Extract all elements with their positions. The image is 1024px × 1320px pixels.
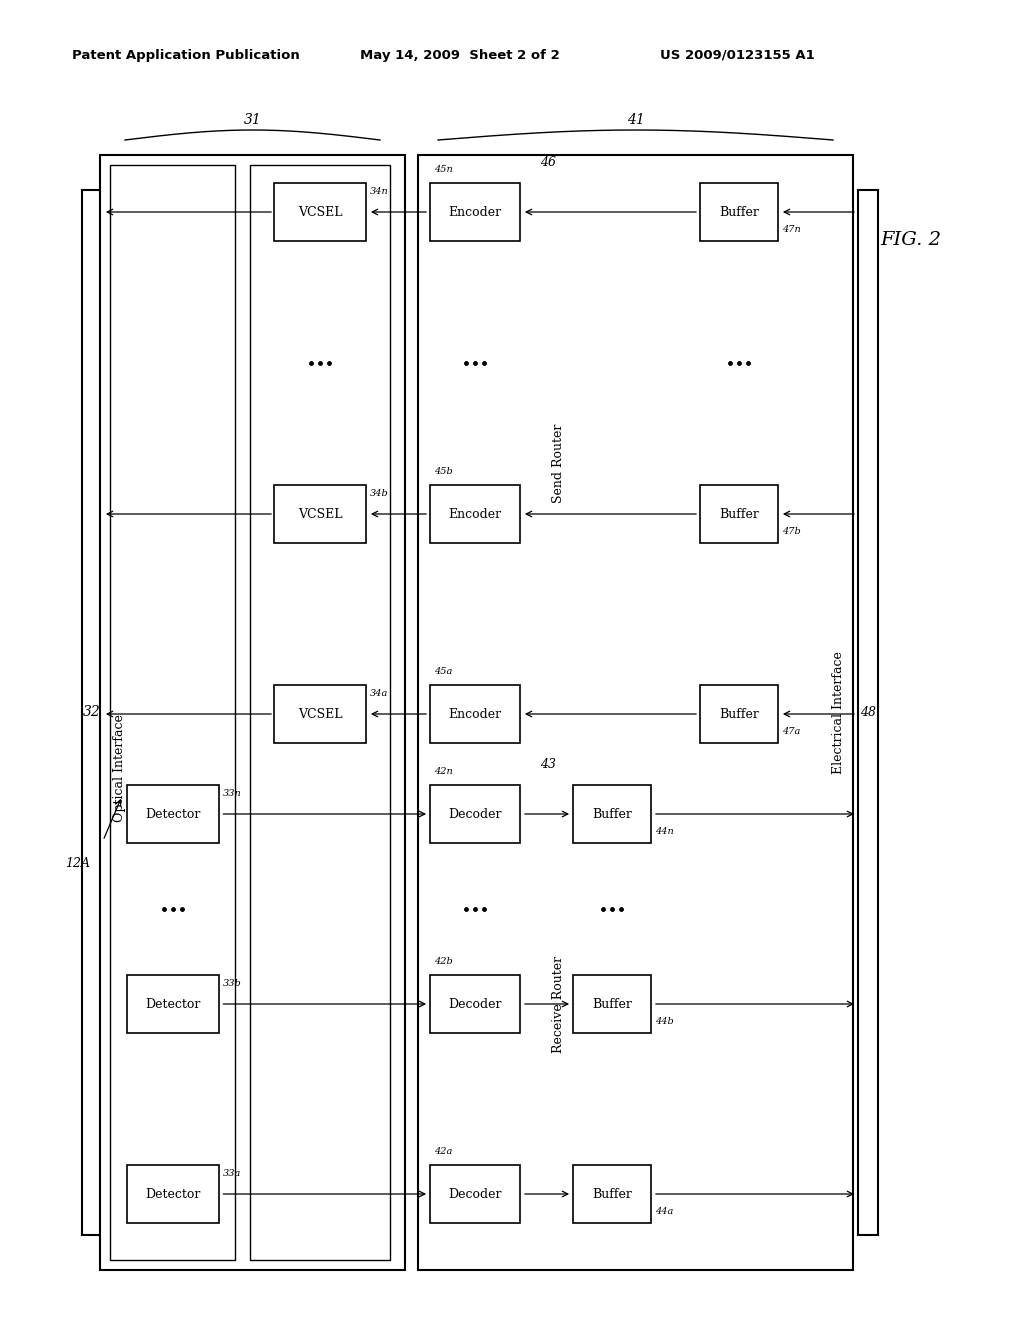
Bar — [430, 183, 520, 242]
Bar — [430, 685, 520, 743]
Bar — [700, 183, 778, 242]
Text: 34b: 34b — [370, 488, 389, 498]
Text: 34n: 34n — [370, 186, 389, 195]
Bar — [430, 975, 520, 1034]
Text: 32: 32 — [83, 705, 101, 719]
Text: Buffer: Buffer — [719, 507, 759, 520]
Text: 33n: 33n — [222, 788, 242, 797]
Text: Detector: Detector — [144, 998, 200, 1011]
Text: 44n: 44n — [655, 826, 674, 836]
Text: 31: 31 — [244, 114, 261, 127]
Bar — [430, 484, 520, 543]
Bar — [274, 183, 366, 242]
Bar — [127, 975, 218, 1034]
Text: 45n: 45n — [434, 165, 453, 173]
Text: Detector: Detector — [144, 808, 200, 821]
Text: 44b: 44b — [655, 1016, 674, 1026]
Text: 46: 46 — [540, 157, 556, 169]
Bar — [573, 785, 651, 843]
Text: Patent Application Publication: Patent Application Publication — [72, 49, 300, 62]
Bar — [573, 1166, 651, 1224]
Bar — [100, 154, 406, 1270]
Text: VCSEL: VCSEL — [298, 507, 342, 520]
Text: Electrical Interface: Electrical Interface — [831, 651, 845, 774]
Text: Receive Router: Receive Router — [552, 956, 564, 1052]
Text: 45a: 45a — [434, 667, 453, 676]
Text: 45b: 45b — [434, 466, 453, 475]
Text: Buffer: Buffer — [592, 1188, 632, 1200]
Text: 41: 41 — [627, 114, 644, 127]
Text: Detector: Detector — [144, 1188, 200, 1200]
Text: Send Router: Send Router — [552, 424, 564, 503]
Text: Decoder: Decoder — [449, 998, 502, 1011]
Text: Decoder: Decoder — [449, 1188, 502, 1200]
Text: 47a: 47a — [782, 726, 801, 735]
Bar — [110, 165, 234, 1261]
Text: 33a: 33a — [222, 1168, 241, 1177]
Text: FIG. 2: FIG. 2 — [880, 231, 941, 249]
Text: 42n: 42n — [434, 767, 453, 776]
Text: 12A: 12A — [65, 857, 90, 870]
Text: Encoder: Encoder — [449, 206, 502, 219]
Text: 43: 43 — [540, 759, 556, 771]
Text: Optical Interface: Optical Interface — [114, 714, 127, 822]
Text: Decoder: Decoder — [449, 808, 502, 821]
Text: 42b: 42b — [434, 957, 453, 965]
Text: 42a: 42a — [434, 1147, 453, 1155]
Text: Buffer: Buffer — [719, 206, 759, 219]
Bar — [430, 785, 520, 843]
Text: Buffer: Buffer — [719, 708, 759, 721]
Text: 33b: 33b — [222, 978, 242, 987]
Text: US 2009/0123155 A1: US 2009/0123155 A1 — [660, 49, 815, 62]
Bar — [700, 685, 778, 743]
Bar — [274, 685, 366, 743]
Bar — [418, 154, 853, 1270]
Bar — [573, 975, 651, 1034]
Text: 44a: 44a — [655, 1206, 674, 1216]
Bar — [127, 785, 218, 843]
Text: 48: 48 — [860, 706, 876, 719]
Text: 47n: 47n — [782, 224, 801, 234]
Bar — [858, 190, 878, 1236]
Text: VCSEL: VCSEL — [298, 708, 342, 721]
Text: Buffer: Buffer — [592, 998, 632, 1011]
Bar — [430, 1166, 520, 1224]
Text: Encoder: Encoder — [449, 507, 502, 520]
Bar — [700, 484, 778, 543]
Text: Encoder: Encoder — [449, 708, 502, 721]
Text: May 14, 2009  Sheet 2 of 2: May 14, 2009 Sheet 2 of 2 — [360, 49, 560, 62]
Text: 47b: 47b — [782, 527, 801, 536]
Text: Buffer: Buffer — [592, 808, 632, 821]
Bar — [250, 165, 390, 1261]
Text: 34a: 34a — [370, 689, 388, 697]
Text: VCSEL: VCSEL — [298, 206, 342, 219]
Bar — [274, 484, 366, 543]
Bar — [127, 1166, 218, 1224]
Bar — [82, 190, 102, 1236]
